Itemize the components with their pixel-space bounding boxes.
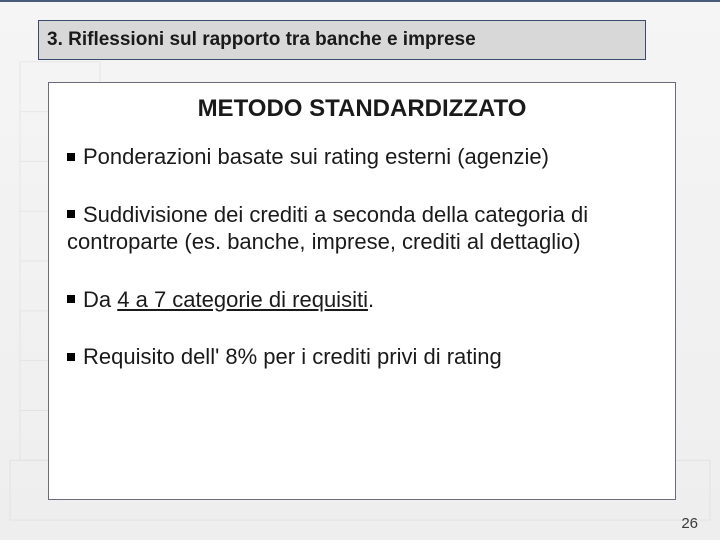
bullet-suffix: . xyxy=(368,287,374,312)
bullet-icon xyxy=(67,153,75,161)
page-number: 26 xyxy=(681,515,698,532)
bullet-icon xyxy=(67,210,75,218)
bullet-text: Suddivisione dei crediti a seconda della… xyxy=(67,202,588,255)
content-panel: METODO STANDARDIZZATO Ponderazioni basat… xyxy=(48,82,676,500)
bullet-icon xyxy=(67,353,75,361)
bullet-text: Ponderazioni basate sui rating esterni (… xyxy=(83,144,549,169)
bullet-4: Requisito dell' 8% per i crediti privi d… xyxy=(67,343,657,371)
subtitle: METODO STANDARDIZZATO xyxy=(67,95,657,123)
bullet-underlined: 4 a 7 categorie di requisiti xyxy=(117,287,368,312)
bullet-prefix: Da xyxy=(83,287,117,312)
bullet-3: Da 4 a 7 categorie di requisiti. xyxy=(67,286,657,314)
section-header-text: 3. Riflessioni sul rapporto tra banche e… xyxy=(47,29,476,51)
slide: 3. Riflessioni sul rapporto tra banche e… xyxy=(0,0,720,540)
bullet-2: Suddivisione dei crediti a seconda della… xyxy=(67,201,657,256)
bullet-text: Requisito dell' 8% per i crediti privi d… xyxy=(83,344,502,369)
section-header: 3. Riflessioni sul rapporto tra banche e… xyxy=(38,20,646,60)
bullet-icon xyxy=(67,295,75,303)
bullet-1: Ponderazioni basate sui rating esterni (… xyxy=(67,143,657,171)
